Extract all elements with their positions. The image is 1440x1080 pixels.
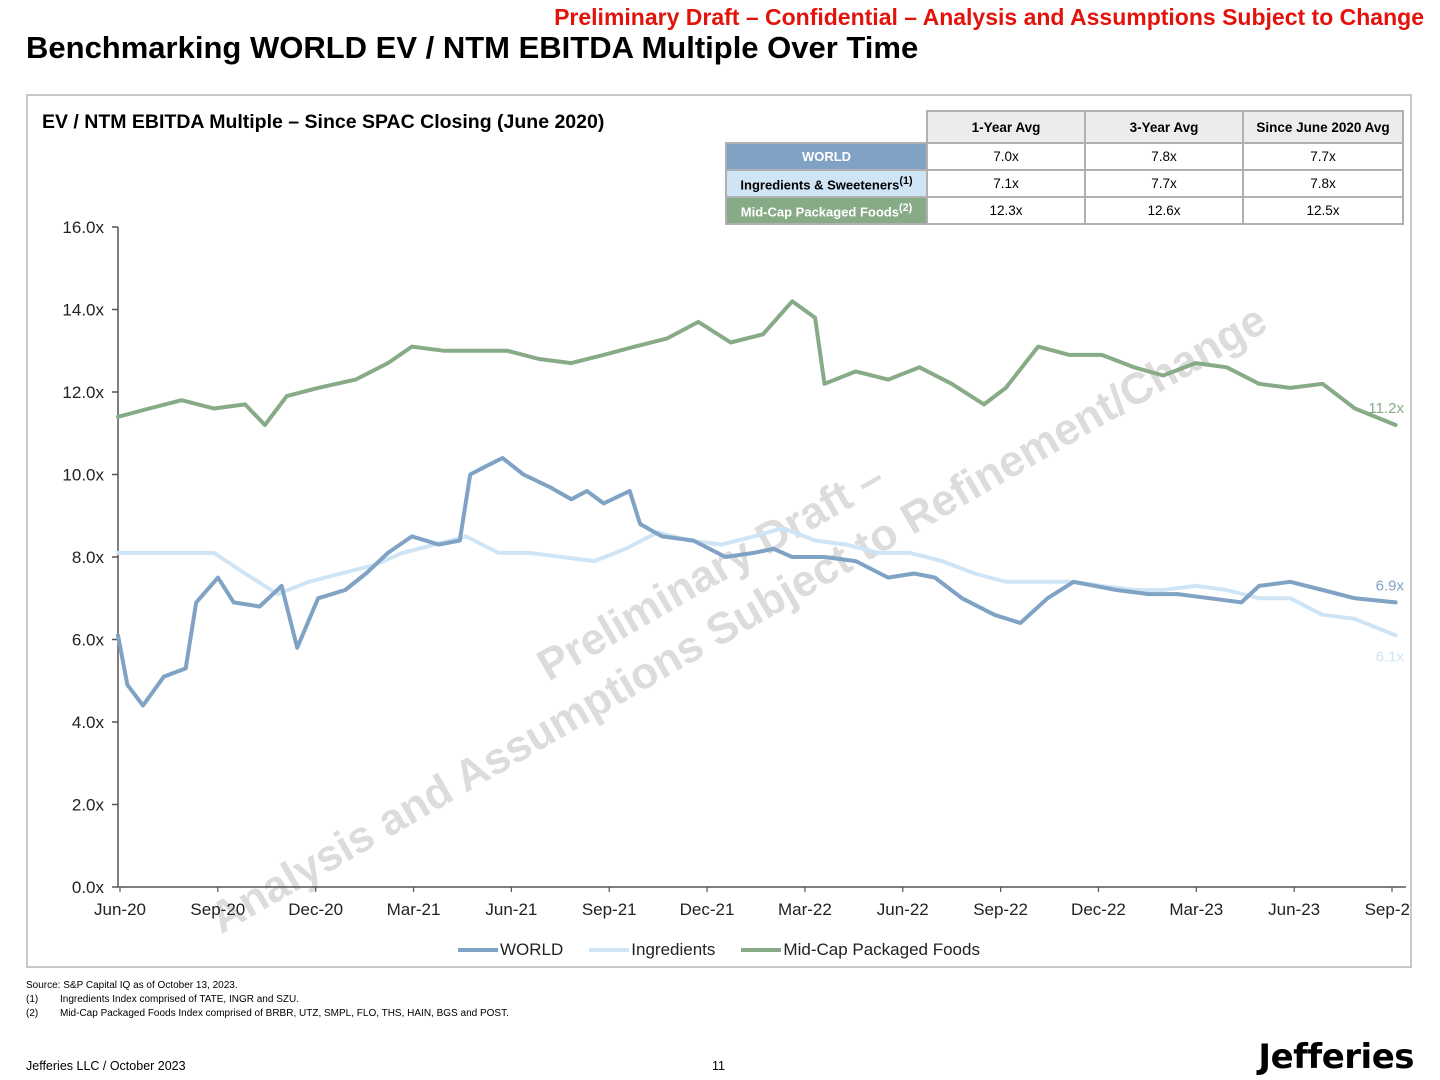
footnote-1: (1) Ingredients Index comprised of TATE, … <box>26 993 509 1007</box>
x-tick-label: Mar-21 <box>387 900 441 919</box>
x-tick-label: Dec-21 <box>680 900 735 919</box>
x-tick-label: Sep-23 <box>1365 900 1410 919</box>
x-tick-label: Sep-21 <box>582 900 637 919</box>
stats-cell: 12.5x <box>1242 196 1404 225</box>
confidential-banner: Preliminary Draft – Confidential – Analy… <box>554 4 1424 30</box>
stats-row-midcap: Mid-Cap Packaged Foods(2) 12.3x 12.6x 12… <box>725 196 1404 225</box>
y-tick-label: 8.0x <box>72 548 105 567</box>
x-tick-label: Jun-23 <box>1268 900 1320 919</box>
chart-legend: WORLD Ingredients Mid-Cap Packaged Foods <box>28 940 1410 960</box>
legend-item-world: WORLD <box>458 940 563 960</box>
page-number: 11 <box>712 1059 725 1073</box>
legend-item-ingredients: Ingredients <box>589 940 715 960</box>
stats-cell: 12.6x <box>1084 196 1244 225</box>
footnote-text: Ingredients Index comprised of TATE, ING… <box>60 994 299 1005</box>
end-label-midcap: 11.2x <box>1368 400 1404 417</box>
series-line-ingredients <box>116 526 1398 638</box>
stats-header-row: 1-Year Avg 3-Year Avg Since June 2020 Av… <box>726 110 1404 144</box>
source-line: Source: S&P Capital IQ as of October 13,… <box>26 980 238 991</box>
stats-corner <box>726 111 927 143</box>
stats-label-ingredients: Ingredients & Sweeteners(1) <box>725 169 928 198</box>
x-tick-label: Dec-22 <box>1071 900 1126 919</box>
stats-cell: 12.3x <box>926 196 1086 225</box>
x-tick-label: Dec-20 <box>288 900 343 919</box>
legend-label-midcap: Mid-Cap Packaged Foods <box>783 940 980 959</box>
legend-item-midcap: Mid-Cap Packaged Foods <box>741 940 980 960</box>
stats-row-ingredients: Ingredients & Sweeteners(1) 7.1x 7.7x 7.… <box>725 169 1404 198</box>
y-tick-label: 16.0x <box>62 218 104 237</box>
stats-row-world: WORLD 7.0x 7.8x 7.7x <box>725 142 1404 171</box>
footnote-ref: (2) <box>898 201 913 214</box>
y-tick-label: 2.0x <box>72 796 105 815</box>
y-tick-label: 14.0x <box>62 301 104 320</box>
chart-title: EV / NTM EBITDA Multiple – Since SPAC Cl… <box>42 111 605 133</box>
x-tick-label: Sep-20 <box>190 900 245 919</box>
x-tick-label: Mar-22 <box>778 900 832 919</box>
stats-header-since: Since June 2020 Avg <box>1242 110 1404 144</box>
footnote-ref: (1) <box>899 174 913 187</box>
stats-cell: 7.7x <box>1084 169 1244 198</box>
stats-header-1yr: 1-Year Avg <box>926 110 1086 144</box>
y-tick-label: 4.0x <box>72 713 105 732</box>
footnote-2: (2) Mid-Cap Packaged Foods Index comprise… <box>26 1007 509 1021</box>
end-label-world: 6.9x <box>1376 577 1405 594</box>
stats-table: 1-Year Avg 3-Year Avg Since June 2020 Av… <box>725 110 1404 225</box>
stats-label-world: WORLD <box>725 142 928 171</box>
stats-cell: 7.1x <box>926 169 1086 198</box>
chart-panel: Preliminary Draft – Analysis and Assumpti… <box>26 94 1412 968</box>
legend-label-ingredients: Ingredients <box>631 940 716 959</box>
legend-label-world: WORLD <box>500 940 564 959</box>
line-chart: Preliminary Draft –Analysis and Assumpti… <box>62 218 1410 943</box>
series-line-midcap <box>116 299 1398 427</box>
series-line-world <box>116 456 1398 708</box>
x-tick-label: Jun-21 <box>485 900 537 919</box>
stats-cell: 7.7x <box>1242 142 1404 171</box>
page-title: Benchmarking WORLD EV / NTM EBITDA Multi… <box>26 30 919 65</box>
stats-label-text: Mid-Cap Packaged Foods <box>740 204 899 220</box>
x-tick-label: Jun-20 <box>94 900 146 919</box>
x-tick-label: Mar-23 <box>1169 900 1223 919</box>
legend-swatch-world <box>458 948 499 952</box>
stats-label-midcap: Mid-Cap Packaged Foods(2) <box>725 196 928 225</box>
y-tick-label: 6.0x <box>72 631 105 650</box>
stats-cell: 7.8x <box>1242 169 1404 198</box>
stats-cell: 7.0x <box>926 142 1086 171</box>
footnote-text: Mid-Cap Packaged Foods Index comprised o… <box>60 1008 509 1019</box>
end-label-ingredients: 6.1x <box>1376 648 1405 665</box>
legend-swatch-ingredients <box>589 948 630 952</box>
x-tick-label: Jun-22 <box>877 900 929 919</box>
watermark: Preliminary Draft –Analysis and Assumpti… <box>202 295 1275 943</box>
stats-cell: 7.8x <box>1084 142 1244 171</box>
watermark-line: Analysis and Assumptions Subject to Refi… <box>202 295 1275 943</box>
y-tick-label: 10.0x <box>62 466 104 485</box>
y-tick-label: 12.0x <box>62 383 104 402</box>
x-tick-label: Sep-22 <box>973 900 1028 919</box>
footer-company-date: Jefferies LLC / October 2023 <box>26 1059 186 1073</box>
legend-swatch-midcap <box>741 948 782 952</box>
jefferies-logo: Jefferies <box>1258 1037 1414 1077</box>
stats-header-3yr: 3-Year Avg <box>1084 110 1244 144</box>
stats-label-text: Ingredients & Sweeteners <box>740 177 900 193</box>
footnote-num: (2) <box>26 1008 39 1019</box>
sources-footnotes: Source: S&P Capital IQ as of October 13,… <box>26 979 509 1021</box>
footnote-num: (1) <box>26 994 39 1005</box>
y-tick-label: 0.0x <box>72 878 105 897</box>
